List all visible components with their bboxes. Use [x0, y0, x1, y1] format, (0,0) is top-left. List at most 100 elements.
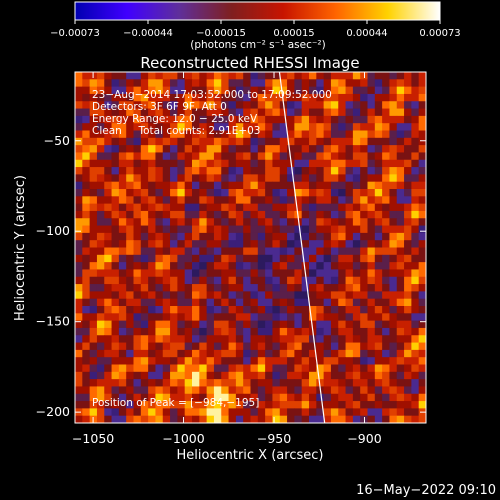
heatmap-cell: [323, 364, 332, 373]
heatmap-cell: [338, 174, 346, 183]
heatmap-cell: [404, 408, 412, 417]
heatmap-cell: [330, 181, 339, 190]
heatmap-cell: [316, 79, 325, 88]
heatmap-cell: [265, 342, 273, 351]
heatmap-cell: [228, 342, 237, 351]
heatmap-cell: [352, 313, 361, 322]
heatmap-cell: [257, 203, 266, 212]
heatmap-cell: [265, 320, 273, 329]
heatmap-cell: [374, 225, 383, 234]
heatmap-cell: [199, 79, 208, 88]
heatmap-cell: [221, 86, 229, 95]
heatmap-cell: [309, 232, 317, 241]
heatmap-cell: [133, 357, 142, 365]
heatmap-cell: [148, 232, 156, 241]
heatmap-cell: [345, 181, 354, 190]
heatmap-cell: [330, 115, 339, 124]
heatmap-cell: [367, 327, 376, 336]
heatmap-cell: [265, 371, 273, 380]
heatmap-cell: [140, 145, 149, 153]
heatmap-cell: [404, 327, 412, 336]
heatmap-cell: [235, 386, 244, 395]
heatmap-cell: [374, 130, 383, 139]
heatmap-cell: [235, 145, 244, 153]
footer-timestamp: 16−May−2022 09:10: [356, 483, 496, 498]
heatmap-cell: [382, 86, 390, 95]
heatmap-cell: [265, 225, 273, 234]
plot-area: [74, 71, 427, 424]
heatmap-cell: [148, 203, 156, 212]
heatmap-cell: [382, 335, 390, 343]
heatmap-cell: [126, 335, 134, 343]
heatmap-cell: [82, 306, 91, 314]
heatmap-cell: [250, 174, 259, 183]
heatmap-cell: [213, 203, 222, 212]
heatmap-cell: [360, 232, 368, 241]
heatmap-cell: [272, 210, 281, 219]
heatmap-cell: [170, 167, 178, 175]
heatmap-cell: [382, 393, 390, 402]
heatmap-cell: [330, 93, 339, 102]
heatmap-cell: [89, 101, 98, 109]
heatmap-cell: [104, 159, 112, 168]
heatmap-cell: [177, 210, 186, 219]
heatmap-cell: [287, 196, 295, 205]
colorbar-tick-label: 0.00015: [273, 28, 314, 39]
heatmap-cell: [360, 320, 368, 329]
heatmap-cell: [228, 327, 237, 336]
heatmap-cell: [294, 247, 303, 256]
heatmap-cell: [111, 327, 120, 336]
heatmap-cell: [184, 203, 193, 212]
heatmap-cell: [316, 189, 325, 197]
heatmap-cell: [345, 174, 354, 183]
heatmap-cell: [265, 379, 273, 387]
heatmap-cell: [338, 152, 346, 161]
heatmap-cell: [287, 349, 295, 358]
heatmap-cell: [250, 203, 259, 212]
heatmap-cell: [323, 130, 332, 139]
heatmap-cell: [192, 218, 200, 226]
heatmap-cell: [89, 240, 98, 248]
heatmap-cell: [323, 379, 332, 387]
heatmap-cell: [96, 364, 105, 373]
heatmap-cell: [396, 371, 405, 380]
heatmap-cell: [96, 93, 105, 102]
heatmap-cell: [170, 269, 178, 278]
heatmap-cell: [338, 276, 346, 285]
heatmap-cell: [338, 108, 346, 117]
heatmap-cell: [301, 108, 310, 117]
heatmap-cell: [396, 225, 405, 234]
heatmap-cell: [82, 284, 91, 292]
heatmap-cell: [404, 86, 412, 95]
heatmap-cell: [170, 72, 178, 80]
heatmap-cell: [148, 335, 156, 343]
heatmap-cell: [330, 218, 339, 226]
heatmap-cell: [404, 210, 412, 219]
heatmap-cell: [411, 181, 420, 190]
heatmap-cell: [111, 401, 120, 409]
heatmap-cell: [126, 262, 134, 270]
heatmap-cell: [75, 101, 83, 109]
heatmap-cell: [257, 181, 266, 190]
y-axis: −50−100−150−200: [36, 133, 426, 419]
heatmap-cell: [265, 357, 273, 365]
heatmap-cell: [287, 167, 295, 175]
heatmap-cell: [148, 167, 156, 175]
heatmap-cell: [396, 196, 405, 205]
heatmap-cell: [155, 313, 164, 322]
heatmap-cell: [170, 371, 178, 380]
annotation-clean: Clean Total counts: 2.91E+03: [92, 125, 261, 137]
heatmap-cell: [338, 93, 346, 102]
heatmap-cell: [374, 349, 383, 358]
heatmap-cell: [82, 379, 91, 387]
heatmap-cell: [126, 72, 134, 80]
heatmap-cell: [75, 86, 83, 95]
heatmap-cell: [389, 401, 398, 409]
heatmap-cell: [279, 415, 288, 423]
heatmap-cell: [418, 262, 426, 270]
heatmap-cell: [374, 93, 383, 102]
heatmap-cell: [345, 115, 354, 124]
heatmap-cell: [330, 203, 339, 212]
heatmap-cell: [199, 86, 208, 95]
heatmap-cell: [228, 232, 237, 241]
